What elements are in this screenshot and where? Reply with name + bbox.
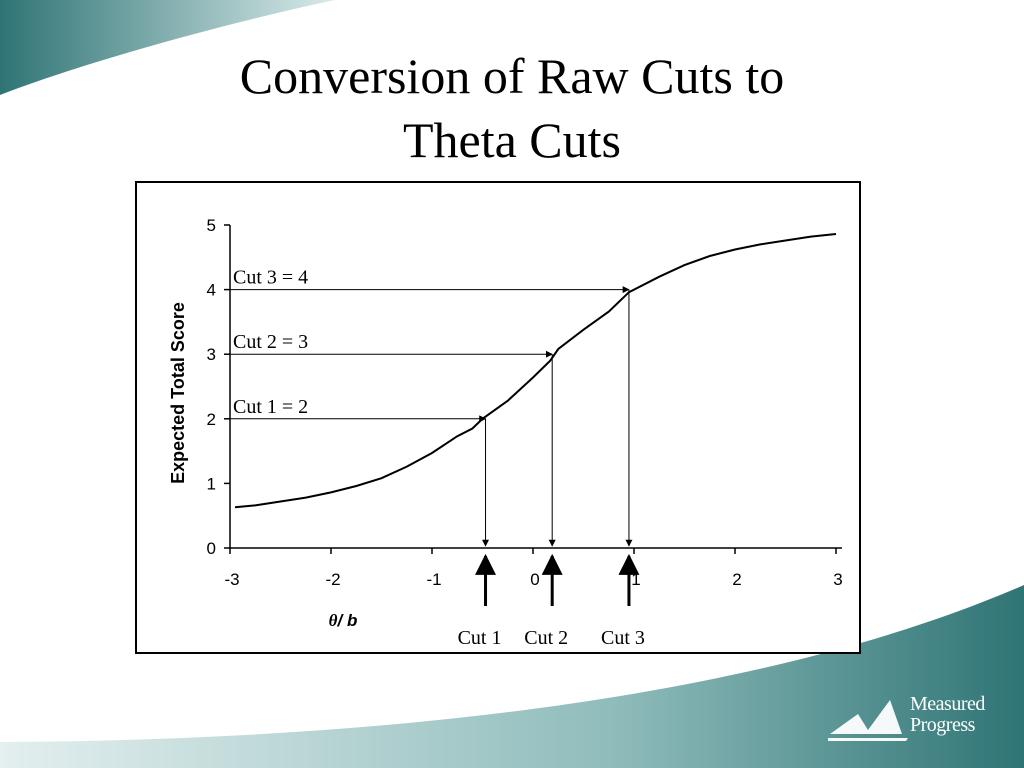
x-axis-label-theta: θ: [329, 611, 338, 630]
bottom-swoosh: [0, 585, 1024, 768]
slide-title-line2: Theta Cuts: [402, 112, 622, 168]
x-tick-label: -1: [426, 570, 441, 589]
theta-cut-label-3: Cut 3: [601, 627, 645, 649]
x-tick-label: 0: [530, 570, 539, 589]
raw-cut-label-2: Cut 2 = 3: [233, 331, 308, 353]
logo-line2: Progress: [910, 714, 975, 736]
x-axis-label-separator: /: [336, 611, 346, 630]
y-tick-label: 4: [207, 281, 216, 300]
expected-score-curve: [234, 233, 837, 509]
measured-progress-logo: Measured Progress: [910, 694, 1010, 736]
raw-cut-label-3: Cut 3 = 4: [233, 267, 308, 289]
y-tick-label: 5: [207, 216, 216, 235]
chart-frame: [135, 181, 861, 654]
x-axis-label-b: b: [347, 611, 357, 630]
y-axis-label: Expected Total Score: [168, 302, 188, 484]
theta-cut-label-1: Cut 1: [458, 627, 502, 649]
x-tick-label: -2: [325, 570, 340, 589]
y-tick-label: 2: [207, 410, 216, 429]
slide-title: Conversion of Raw Cuts to Theta Cuts: [112, 44, 912, 172]
x-axis-label: θ/ b: [329, 611, 358, 630]
x-tick-label: 2: [732, 570, 741, 589]
y-tick-label: 3: [207, 345, 216, 364]
logo-line1: Measured: [910, 693, 985, 715]
raw-cut-label-1: Cut 1 = 2: [233, 396, 308, 418]
y-tick-label: 0: [207, 539, 216, 558]
slide-title-line1: Conversion of Raw Cuts to: [239, 48, 785, 104]
y-tick-label: 1: [207, 474, 216, 493]
theta-cut-label-2: Cut 2: [524, 627, 568, 649]
x-tick-label: 3: [833, 570, 842, 589]
measured-progress-logo-mark: [828, 700, 908, 741]
x-tick-label: -3: [224, 570, 239, 589]
x-tick-label: 1: [631, 570, 640, 589]
top-left-swoosh: [0, 0, 335, 95]
